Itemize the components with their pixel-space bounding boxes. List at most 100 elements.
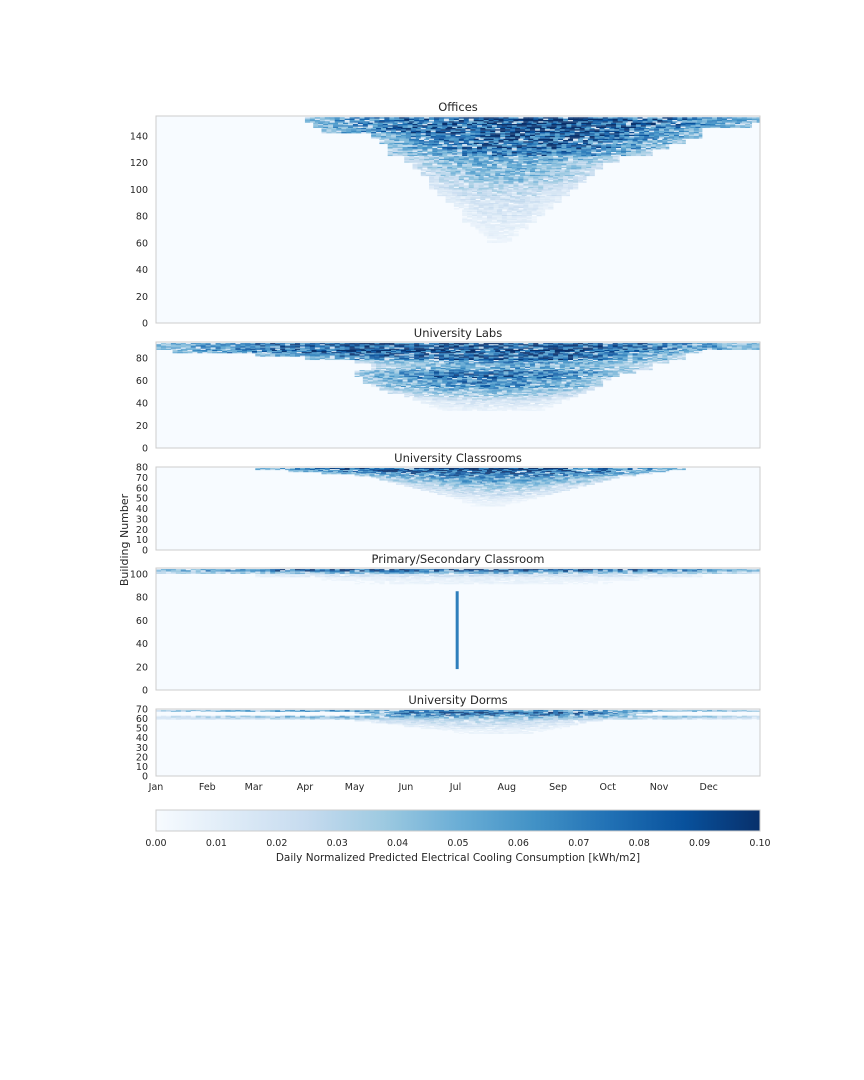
heatmap-cell (549, 351, 556, 353)
heatmap-cell (577, 161, 584, 163)
heatmap-cell (417, 125, 423, 127)
heatmap-cell (508, 233, 514, 235)
heatmap-cell (170, 347, 177, 349)
heatmap-cell (491, 192, 498, 194)
heatmap-cell (483, 138, 489, 141)
heatmap-cell (649, 129, 655, 131)
heatmap-cell (195, 347, 201, 349)
heatmap-cell (453, 205, 460, 207)
heatmap-cell (493, 178, 499, 181)
heatmap-cell (604, 133, 610, 135)
heatmap-cell (356, 129, 362, 131)
heatmap-cell (465, 352, 471, 354)
heatmap-cell (541, 165, 547, 167)
heatmap-cell (440, 170, 446, 173)
heatmap-cell (440, 351, 446, 353)
heatmap-cell (533, 346, 539, 348)
heatmap-cell (379, 141, 385, 143)
heatmap-cell (156, 343, 162, 345)
heatmap-cell (564, 172, 570, 174)
heatmap-cell (457, 152, 463, 154)
heatmap-cell (592, 160, 599, 162)
heatmap-cell (369, 357, 375, 359)
heatmap-cell (511, 150, 518, 153)
heatmap-cell (437, 190, 443, 193)
heatmap-cell (624, 351, 630, 353)
heatmap-cell (452, 145, 458, 147)
heatmap-cell (326, 129, 332, 131)
heatmap-cell (566, 148, 572, 150)
heatmap-cell (520, 130, 526, 133)
heatmap-cell (478, 356, 484, 358)
heatmap-cell (443, 157, 450, 159)
heatmap-cell (420, 349, 427, 352)
heatmap-cell (546, 152, 552, 154)
heatmap-cell (443, 160, 450, 162)
heatmap-cell (534, 173, 541, 175)
heatmap-cell (731, 118, 738, 121)
heatmap-cell (756, 347, 761, 349)
heatmap-cell (384, 141, 390, 143)
heatmap-cell (682, 138, 686, 141)
heatmap-cell (483, 181, 489, 183)
heatmap-cell (473, 182, 479, 185)
heatmap-cell (566, 193, 570, 195)
heatmap-cell (486, 150, 493, 153)
heatmap-cell (629, 134, 635, 137)
heatmap-cell (604, 137, 610, 139)
heatmap-cell (564, 173, 570, 175)
heatmap-cell (533, 345, 539, 347)
heatmap-cell (622, 117, 628, 119)
heatmap-cell (566, 153, 572, 155)
heatmap-cell (371, 133, 377, 135)
heatmap-cell (639, 132, 645, 134)
heatmap-cell (518, 353, 524, 355)
heatmap-cell (473, 354, 479, 356)
heatmap-cell (520, 351, 526, 353)
heatmap-cell (407, 124, 413, 126)
heatmap-cell (251, 352, 258, 354)
heatmap-cell (577, 348, 584, 350)
heatmap-cell (182, 349, 188, 352)
heatmap-cell (645, 154, 652, 157)
heatmap-cell (361, 128, 367, 130)
heatmap-cell (700, 124, 706, 126)
heatmap-cell (483, 230, 489, 233)
heatmap-cell (667, 141, 673, 143)
heatmap-cell (472, 218, 478, 221)
heatmap-cell (427, 148, 433, 150)
heatmap-cell (458, 206, 465, 209)
heatmap-cell (434, 180, 440, 182)
heatmap-cell (225, 345, 231, 347)
heatmap-cell (612, 354, 618, 356)
heatmap-cell (726, 344, 733, 346)
heatmap-cell (508, 117, 514, 119)
heatmap-cell (526, 194, 532, 197)
heatmap-cell (458, 178, 465, 181)
heatmap-cell (546, 148, 552, 150)
heatmap-cell (664, 137, 670, 139)
heatmap-cell (553, 188, 559, 190)
heatmap-cell (442, 148, 448, 150)
heatmap-cell (417, 149, 423, 151)
heatmap-cell (534, 170, 541, 173)
heatmap-cell (200, 348, 206, 350)
heatmap-cell (462, 164, 468, 166)
heatmap-cell (458, 117, 465, 119)
heatmap-cell (412, 125, 418, 127)
heatmap-cell (577, 181, 584, 183)
heatmap-cell (480, 130, 486, 133)
heatmap-cell (407, 122, 413, 125)
heatmap-cell (304, 118, 311, 121)
panel-title: Offices (438, 100, 478, 114)
heatmap-cell (597, 353, 604, 355)
heatmap-cell (493, 181, 499, 183)
heatmap-cell (667, 355, 673, 357)
heatmap-cell (725, 124, 731, 126)
heatmap-cell (606, 145, 612, 147)
heatmap-cell (412, 152, 418, 154)
heatmap-cell (683, 136, 690, 138)
heatmap-cell (462, 214, 468, 217)
heatmap-cell (491, 124, 498, 126)
heatmap-cell (533, 355, 539, 357)
